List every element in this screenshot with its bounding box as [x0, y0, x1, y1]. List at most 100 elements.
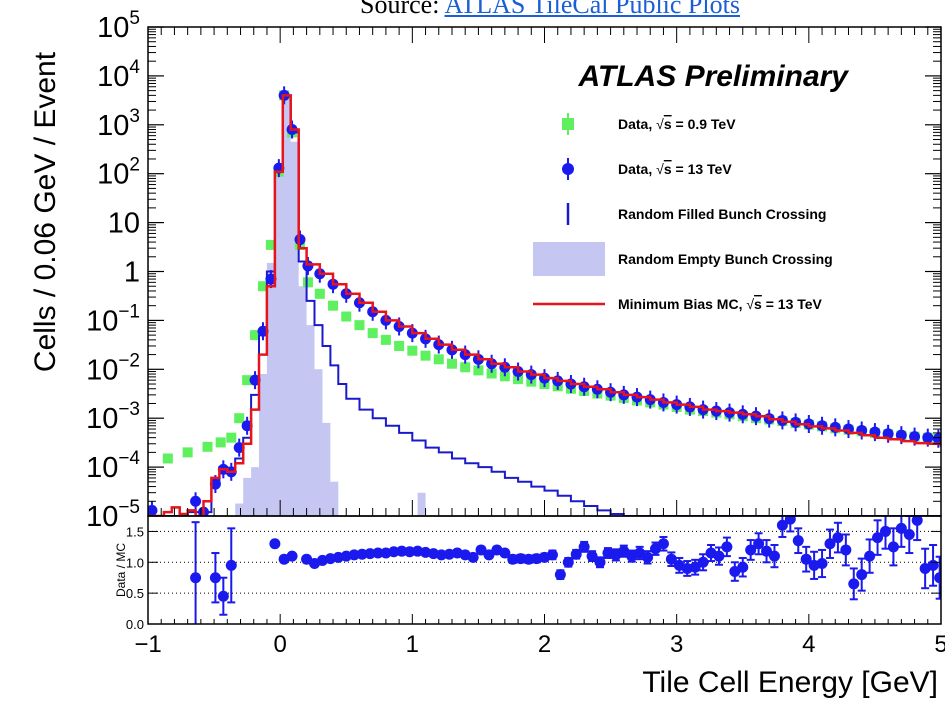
- ratio-point-18: [388, 546, 400, 558]
- ratio-point-39: [554, 569, 566, 581]
- green-data-point-14: [302, 277, 313, 288]
- blue-data-point-62: [922, 432, 934, 444]
- ratio-point-79: [872, 532, 884, 544]
- main-ytick-label-8: 10−3: [86, 399, 140, 435]
- main-ytick-label-5: 1: [124, 257, 140, 289]
- ratio-point-15: [364, 548, 376, 560]
- ratio-point-44: [594, 556, 606, 568]
- series-mc-line: [148, 94, 941, 516]
- ratio-xtick-label-6: 5: [934, 631, 945, 658]
- ratio-point-75: [840, 544, 852, 556]
- green-data-point-1: [182, 447, 193, 458]
- ratio-point-33: [507, 553, 519, 565]
- ratio-xtick-label-3: 2: [538, 631, 551, 658]
- green-data-point-4: [226, 432, 237, 443]
- ratio-point-72: [816, 558, 828, 570]
- green-data-point-2: [202, 441, 213, 452]
- blue-data-point-6: [233, 442, 245, 454]
- green-data-point-21: [394, 340, 405, 351]
- main-ytick-label-2: 103: [97, 106, 140, 142]
- ratio-point-50: [642, 551, 654, 563]
- green-data-point-0: [162, 453, 173, 464]
- green-data-point-7: [250, 330, 261, 341]
- main-ytick-label-0: 105: [97, 8, 140, 44]
- legend-label-3: Random Empty Bunch Crossing: [618, 251, 833, 267]
- green-data-point-8: [257, 281, 268, 292]
- ratio-point-38: [546, 549, 558, 561]
- ratio-xtick-label-2: 1: [406, 631, 419, 658]
- main-ytick-label-10: 10−5: [86, 497, 140, 533]
- main-ytick-label-7: 10−2: [86, 350, 140, 386]
- legend-label-0: Data, √s = 0.9 TeV: [618, 116, 736, 132]
- blue-data-point-3: [209, 478, 221, 490]
- ratio-point-57: [697, 556, 709, 568]
- main-ytick-label-3: 102: [97, 155, 140, 191]
- main-ytick-label-1: 104: [97, 57, 140, 93]
- ratio-point-65: [761, 545, 773, 557]
- ratio-point-62: [737, 561, 749, 573]
- green-data-point-24: [433, 354, 444, 365]
- ratio-point-76: [848, 578, 860, 590]
- blue-data-point-14: [294, 234, 306, 246]
- ratio-point-53: [665, 553, 677, 565]
- ratio-point-59: [713, 550, 725, 562]
- green-data-point-3: [215, 437, 226, 448]
- ratio-point-70: [800, 553, 812, 565]
- x-axis-label: Tile Cell Energy [GeV]: [642, 666, 938, 699]
- green-data-point-19: [367, 328, 378, 339]
- ratio-point-69: [792, 535, 804, 547]
- ratio-point-32: [499, 547, 511, 559]
- source-caption: Source: ATLAS TileCal Public Plots: [360, 0, 740, 20]
- ratio-point-47: [618, 545, 630, 557]
- ratio-point-64: [753, 538, 765, 550]
- ratio-point-56: [689, 561, 701, 573]
- source-link[interactable]: ATLAS TileCal Public Plots: [444, 0, 740, 19]
- main-ytick-label-4: 10: [108, 208, 140, 240]
- ratio-panel-marks: [148, 516, 941, 624]
- ratio-point-74: [832, 532, 844, 544]
- green-data-point-26: [460, 362, 471, 373]
- main-ytick-label-9: 10−4: [86, 448, 140, 484]
- green-data-point-16: [328, 300, 339, 311]
- ratio-point-4: [269, 538, 281, 550]
- ratio-ytick-label-2: 0.5: [126, 586, 144, 601]
- green-data-point-28: [486, 368, 497, 379]
- blue-data-point-60: [895, 429, 907, 441]
- ratio-point-83: [903, 529, 915, 541]
- ratio-point-19: [396, 545, 408, 557]
- ratio-point-51: [650, 543, 662, 555]
- ratio-point-43: [586, 550, 598, 562]
- ratio-point-73: [824, 538, 836, 550]
- ratio-point-63: [745, 544, 757, 556]
- ratio-point-41: [570, 548, 582, 560]
- series-empty-bunch-fill: [227, 96, 434, 516]
- green-data-point-27: [473, 365, 484, 376]
- legend-label-1: Data, √s = 13 TeV: [618, 161, 732, 177]
- blue-data-point-1: [190, 495, 202, 507]
- green-data-point-25: [446, 358, 457, 369]
- green-data-point-15: [314, 288, 325, 299]
- legend-label-4: Minimum Bias MC, √s = 13 TeV: [618, 296, 823, 312]
- ratio-xtick-label-4: 3: [670, 631, 683, 658]
- ratio-point-52: [657, 538, 669, 550]
- blue-data-point-63: [932, 433, 941, 445]
- ratio-ytick-label-0: 1.5: [126, 524, 144, 539]
- ratio-point-40: [562, 556, 574, 568]
- ratio-point-29: [475, 544, 487, 556]
- green-data-point-20: [380, 334, 391, 345]
- ratio-point-24: [435, 549, 447, 561]
- blue-data-point-0: [148, 504, 158, 516]
- ratio-ytick-label-1: 1.0: [126, 555, 144, 570]
- main-ytick-label-6: 10−1: [86, 301, 140, 337]
- ratio-point-35: [523, 553, 535, 565]
- green-data-point-22: [407, 345, 418, 356]
- ratio-point-66: [768, 550, 780, 562]
- source-prefix: Source:: [360, 0, 440, 19]
- ratio-point-20: [404, 546, 416, 558]
- ratio-point-81: [887, 541, 899, 553]
- legend-marker-blue-circle: [562, 163, 574, 175]
- legend: Data, √s = 0.9 TeV Data, √s = 13 TeV Rando…: [533, 113, 833, 312]
- ratio-point-2: [217, 590, 229, 602]
- ratio-point-13: [348, 549, 360, 561]
